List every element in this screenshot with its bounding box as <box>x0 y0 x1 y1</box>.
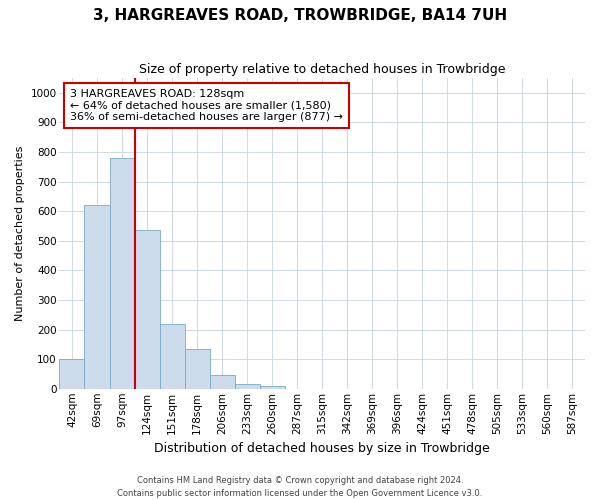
Text: Contains HM Land Registry data © Crown copyright and database right 2024.
Contai: Contains HM Land Registry data © Crown c… <box>118 476 482 498</box>
Y-axis label: Number of detached properties: Number of detached properties <box>15 146 25 321</box>
Bar <box>209 376 235 389</box>
Bar <box>59 359 85 389</box>
Bar <box>185 349 209 389</box>
Bar <box>85 206 110 389</box>
X-axis label: Distribution of detached houses by size in Trowbridge: Distribution of detached houses by size … <box>154 442 490 455</box>
Bar <box>134 230 160 389</box>
Text: 3 HARGREAVES ROAD: 128sqm
← 64% of detached houses are smaller (1,580)
36% of se: 3 HARGREAVES ROAD: 128sqm ← 64% of detac… <box>70 89 343 122</box>
Text: 3, HARGREAVES ROAD, TROWBRIDGE, BA14 7UH: 3, HARGREAVES ROAD, TROWBRIDGE, BA14 7UH <box>93 8 507 22</box>
Bar <box>260 386 284 389</box>
Bar <box>235 384 260 389</box>
Bar <box>110 158 134 389</box>
Title: Size of property relative to detached houses in Trowbridge: Size of property relative to detached ho… <box>139 62 505 76</box>
Bar <box>160 324 185 389</box>
